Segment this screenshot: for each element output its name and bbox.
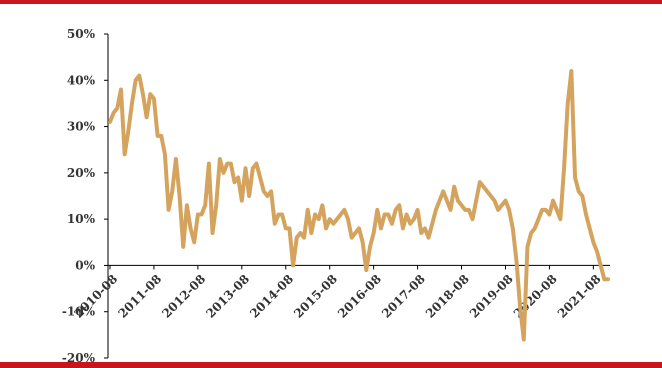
y-tick-label: 50% xyxy=(67,27,96,41)
series-line xyxy=(108,69,610,342)
y-tick-label: -20% xyxy=(62,351,96,365)
x-tick-label: 2012-08 xyxy=(159,272,208,321)
series-layer xyxy=(108,69,610,342)
x-tick-label: 2016-08 xyxy=(335,272,384,321)
x-tick-label: 2018-08 xyxy=(423,272,472,321)
y-tick-label: 20% xyxy=(67,166,96,180)
x-tick-label: 2017-08 xyxy=(379,272,428,321)
y-tick-label: 30% xyxy=(67,120,96,134)
x-tick-label: 2013-08 xyxy=(203,272,252,321)
top-frame-bar xyxy=(0,0,662,4)
x-tick-label: 2014-08 xyxy=(247,272,296,321)
y-tick-label: 10% xyxy=(67,212,96,226)
x-tick-label: 2010-08 xyxy=(71,272,120,321)
y-tick-label: -10% xyxy=(62,305,96,319)
y-tick-label: 40% xyxy=(67,73,96,87)
bottom-frame-bar xyxy=(0,362,662,368)
x-tick-label: 2019-08 xyxy=(467,272,516,321)
y-tick-label: 0% xyxy=(75,258,95,272)
y-tick-labels: 50% 40% 30% 20% 10% 0% -10% -20% xyxy=(62,27,96,365)
x-tick-label: 2011-08 xyxy=(115,272,164,321)
x-tick-label: 2021-08 xyxy=(555,272,604,321)
x-tick-label: 2015-08 xyxy=(291,272,340,321)
